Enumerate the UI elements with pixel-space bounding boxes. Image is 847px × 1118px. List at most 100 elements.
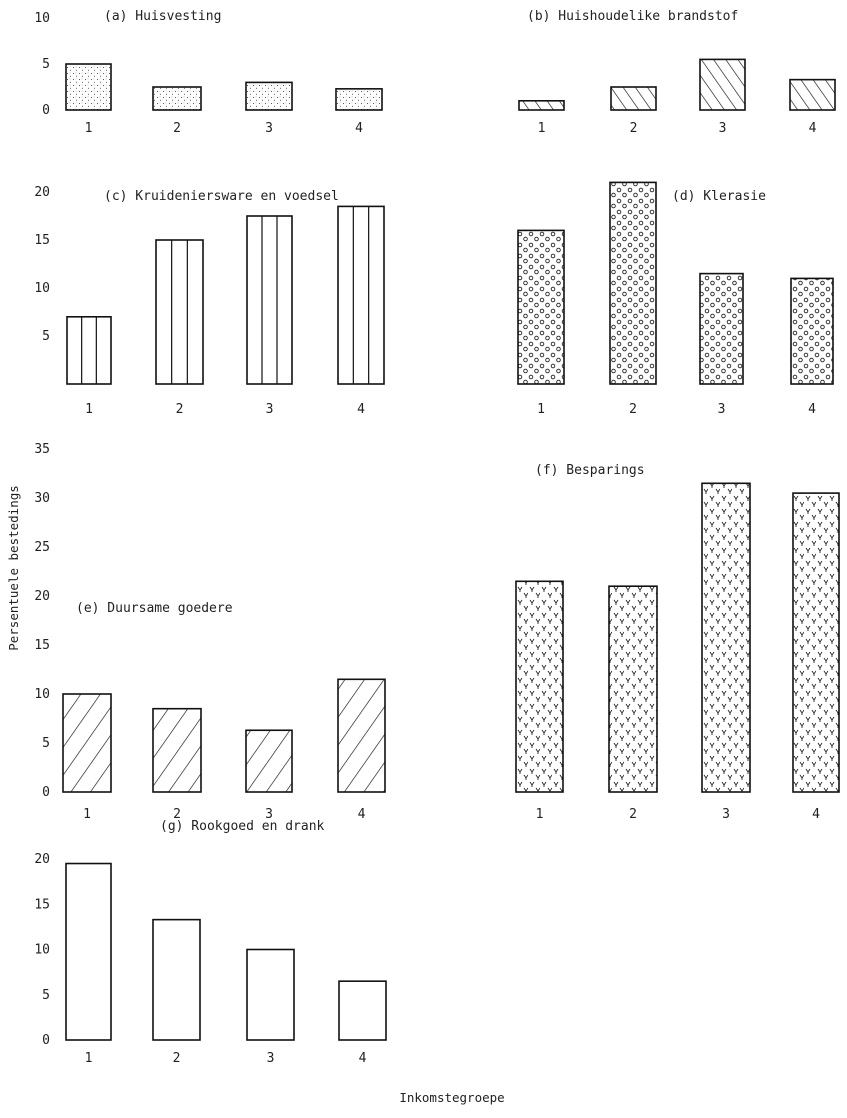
x-tick-label: 1	[83, 807, 91, 822]
bar-fill	[700, 273, 743, 384]
bar	[790, 277, 834, 385]
y-tick-label: 20	[34, 185, 50, 200]
x-tick-label: 4	[809, 121, 817, 136]
x-tick-label: 4	[357, 402, 365, 417]
x-tick-label: 2	[629, 807, 637, 822]
bar-fill	[246, 730, 292, 792]
bar-fill	[790, 79, 835, 110]
bar-fill	[66, 64, 111, 110]
y-tick-label: 10	[34, 281, 50, 296]
bar-fill	[153, 708, 201, 792]
panel-title: (d) Klerasie	[672, 189, 766, 204]
bar	[792, 492, 840, 793]
panel-f: (f) Besparings 1 2 3 4	[515, 463, 840, 822]
bar	[155, 239, 204, 385]
x-tick-label: 3	[267, 1051, 275, 1066]
bar	[62, 693, 112, 793]
panel-a: (a) Huisvesting 0 5 10 1 2 3 4	[34, 9, 383, 136]
x-tick-label: 2	[629, 402, 637, 417]
bar	[789, 78, 836, 111]
bar-fill	[610, 182, 656, 384]
bar-fill	[793, 493, 839, 792]
panel-title: (c) Kruideniersware en voedsel	[104, 189, 339, 204]
panel-b: (b) Huishoudelike brandstof 1 2 3 4	[518, 9, 836, 136]
bar	[699, 272, 744, 385]
panel-g: (g) Rookgoed en drank 0 5 10 15 20 1 2 3 4	[34, 819, 387, 1066]
x-tick-label: 1	[537, 402, 545, 417]
y-tick-label: 0	[42, 785, 50, 800]
y-tick-label: 35	[34, 442, 50, 457]
y-tick-label: 5	[42, 57, 50, 72]
y-tick-label: 0	[42, 103, 50, 118]
y-tick-label: 10	[34, 687, 50, 702]
bar	[65, 63, 112, 111]
panel-d: (d) Klerasie 1 2 3 4	[517, 181, 834, 417]
x-tick-label: 3	[719, 121, 727, 136]
bar-fill	[700, 59, 745, 110]
bar	[515, 580, 564, 793]
bar	[335, 88, 383, 111]
y-tick-label: 10	[34, 943, 50, 958]
x-tick-label: 3	[265, 807, 273, 822]
y-tick-label: 5	[42, 988, 50, 1003]
y-tick-label: 0	[42, 1033, 50, 1048]
bar	[246, 948, 295, 1041]
bar	[338, 980, 387, 1041]
bar	[337, 678, 386, 793]
bar-fill	[702, 483, 750, 792]
y-tick-label: 25	[34, 540, 50, 555]
y-tick-label: 20	[34, 589, 50, 604]
bar	[152, 918, 201, 1041]
y-tick-label: 5	[42, 736, 50, 751]
bar-fill	[519, 100, 564, 110]
bar-fill	[153, 87, 201, 110]
y-tick-label: 15	[34, 897, 50, 912]
x-tick-label: 1	[536, 807, 544, 822]
bar	[65, 862, 112, 1041]
bar	[518, 100, 565, 111]
bar	[517, 229, 565, 385]
bar	[66, 315, 112, 385]
bar	[245, 729, 293, 793]
bar	[609, 181, 657, 385]
y-tick-label: 30	[34, 491, 50, 506]
x-tick-label: 4	[359, 1051, 367, 1066]
panel-title: (e) Duursame goedere	[76, 601, 233, 616]
x-tick-label: 4	[358, 807, 366, 822]
x-tick-label: 2	[173, 807, 181, 822]
bar	[610, 86, 657, 111]
panel-title: (a) Huisvesting	[104, 9, 221, 24]
x-tick-label: 1	[85, 121, 93, 136]
bar-fill	[336, 88, 382, 110]
y-tick-label: 20	[34, 852, 50, 867]
bar	[245, 81, 293, 111]
y-tick-label: 15	[34, 233, 50, 248]
bar	[152, 86, 202, 111]
x-tick-label: 2	[630, 121, 638, 136]
panel-title: (g) Rookgoed en drank	[160, 819, 325, 834]
bar-fill	[611, 87, 656, 110]
panel-title: (f) Besparings	[535, 463, 645, 478]
x-tick-label: 2	[176, 402, 184, 417]
x-tick-label: 4	[355, 121, 363, 136]
bar-fill	[791, 278, 833, 384]
bar-fill	[338, 679, 385, 792]
bar	[701, 482, 751, 793]
x-tick-label: 1	[85, 402, 93, 417]
x-tick-label: 3	[266, 402, 274, 417]
bar	[246, 215, 293, 385]
y-axis-label: Persentuele bestedings	[6, 485, 21, 651]
x-tick-label: 3	[722, 807, 730, 822]
x-tick-label: 2	[173, 121, 181, 136]
bar	[152, 707, 202, 793]
bar-fill	[609, 586, 657, 792]
y-tick-label: 10	[34, 11, 50, 26]
panel-c: (c) Kruideniersware en voedsel 5 10 15 20 1 2 3…	[34, 185, 385, 417]
x-tick-label: 3	[265, 121, 273, 136]
x-axis-label: Inkomstegroepe	[399, 1090, 504, 1105]
x-tick-label: 3	[718, 402, 726, 417]
x-tick-label: 4	[812, 807, 820, 822]
y-tick-label: 15	[34, 638, 50, 653]
panel-e: (e) Duursame goedere 0 5 10 15 20 25 30 35 1 2 3 4	[34, 442, 386, 822]
